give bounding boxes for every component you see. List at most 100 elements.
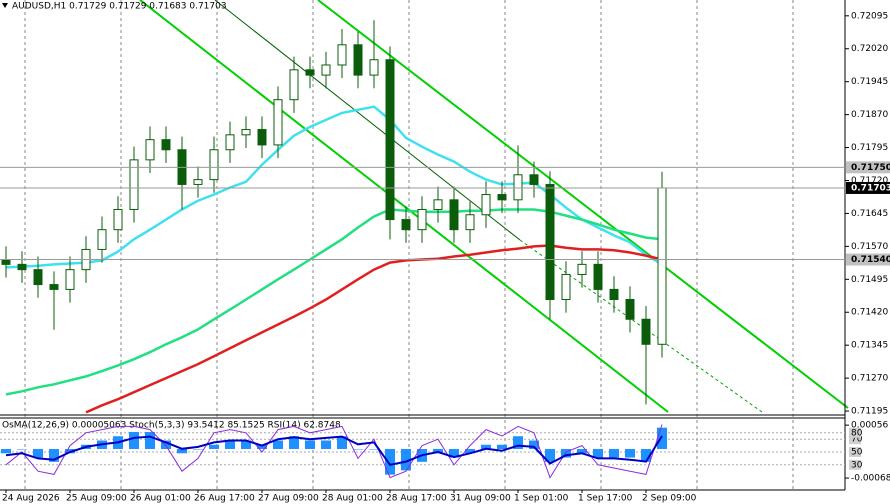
candle-body [113, 208, 123, 231]
candle-body [33, 269, 43, 286]
candle-body [337, 44, 347, 66]
candle-body [609, 288, 619, 301]
y-tick-label: 0.71645 [851, 209, 888, 219]
osma-bar [657, 427, 667, 450]
candle-body [593, 263, 603, 290]
candle-body [353, 44, 363, 76]
candle-body [385, 59, 395, 221]
candle-body [161, 139, 171, 151]
osma-bar [545, 449, 555, 462]
candle-body [209, 149, 219, 181]
candle-body [145, 139, 155, 161]
level-label: 30 [851, 460, 863, 470]
price-label: 0.71540 [851, 255, 890, 265]
osma-bar [609, 449, 619, 458]
y-tick-label: 0.71720 [851, 176, 888, 186]
osma-bar [449, 449, 459, 458]
osma-bar [529, 440, 539, 450]
x-tick-label: 1 Sep 01:00 [514, 494, 569, 504]
level-label-box [849, 447, 861, 457]
price-label-box [846, 161, 890, 174]
candle-body [289, 69, 299, 101]
candle-body [257, 129, 267, 146]
price-label-box [846, 181, 890, 194]
candle-body [529, 174, 539, 185]
moving-average [85, 244, 663, 414]
level-label: 70 [851, 435, 863, 445]
candle-body [65, 269, 75, 290]
candle-body [305, 69, 315, 76]
x-tick-label: 24 Aug 2026 [2, 494, 60, 504]
y-tick-label: 0.71345 [851, 341, 888, 351]
candle-body [193, 179, 203, 185]
candle-body [225, 134, 235, 151]
y2-tick-label: 0.00056 [851, 421, 888, 431]
candle-body [449, 199, 459, 231]
level-label: 80 [851, 428, 863, 438]
x-tick-label: 1 Sep 17:00 [578, 494, 633, 504]
candle-body [577, 263, 587, 275]
candle-body [481, 194, 491, 216]
osma-bar [225, 440, 235, 450]
symbol-icon [2, 3, 8, 8]
osma-bar [209, 444, 219, 450]
candle-body [625, 299, 635, 320]
x-tick-label: 28 Aug 17:00 [386, 494, 447, 504]
candle-body [1, 259, 11, 265]
oscillator-line [5, 435, 663, 466]
oscillator-line [5, 424, 663, 479]
y-tick-label: 0.71495 [851, 275, 888, 285]
y-tick-label: 0.72095 [851, 11, 888, 21]
y-tick-label: 0.71570 [851, 242, 888, 252]
candle-body [369, 59, 379, 76]
candle-body [561, 273, 571, 301]
osma-bar [241, 440, 251, 450]
x-tick-label: 27 Aug 09:00 [258, 494, 319, 504]
osma-bar [481, 444, 491, 450]
osma-bar [1, 449, 11, 454]
channel-lines [139, 0, 849, 413]
vertical-grid [24, 0, 794, 490]
osma-bar [193, 449, 203, 450]
candle-body [433, 199, 443, 210]
candle-body [513, 174, 523, 201]
osma-bar [305, 440, 315, 450]
osma-bar [33, 449, 43, 458]
candle-body [97, 229, 107, 250]
candle-body [641, 318, 651, 345]
osma-bar [337, 436, 347, 450]
osma-bar [593, 449, 603, 458]
candle-body [241, 129, 251, 136]
osma-bar [17, 449, 27, 450]
chart-title: AUDUSD,H1 0.71729 0.71729 0.71683 0.7170… [12, 2, 227, 12]
y-tick-label: 0.71945 [851, 77, 888, 87]
indicator-title: OsMA(12,26,9) 0.00005063 Stoch(5,3,3) 93… [2, 421, 341, 431]
osma-bar [561, 449, 571, 458]
osma-bar [577, 449, 587, 454]
osma-bar [321, 440, 331, 450]
osma-bar [401, 449, 411, 471]
x-tick-label: 28 Aug 01:00 [322, 494, 383, 504]
x-tick-label: 31 Aug 09:00 [450, 494, 511, 504]
candle-body [465, 214, 475, 231]
y-tick-label: 0.71420 [851, 308, 888, 318]
osma-bar [145, 431, 155, 450]
y-tick-label: 0.71870 [851, 110, 888, 120]
candle-body [657, 187, 667, 345]
candle-body [401, 219, 411, 231]
osma-bar [177, 449, 187, 454]
price-label-box [846, 253, 890, 266]
level-label: 50 [851, 448, 863, 458]
candle-body [129, 159, 139, 210]
candle-body [321, 64, 331, 76]
osma-bar [369, 449, 379, 450]
osma-bar [289, 436, 299, 450]
x-tick-label: 25 Aug 09:00 [66, 494, 127, 504]
price-label: 0.71750 [851, 163, 890, 173]
osma-bar [641, 449, 651, 462]
osma-bar [257, 444, 267, 450]
osma-bar [129, 431, 139, 450]
candle-body [49, 284, 59, 290]
candle-body [545, 183, 555, 301]
